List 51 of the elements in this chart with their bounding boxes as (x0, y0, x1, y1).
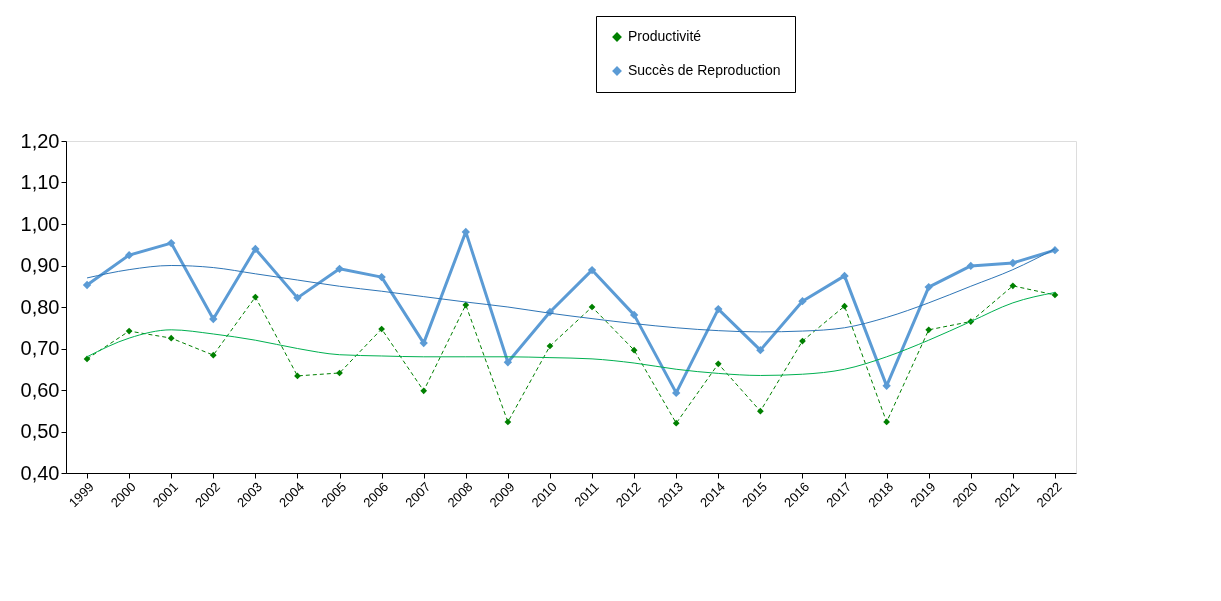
y-tick-label: 0,50 (20, 420, 60, 442)
point (1008, 258, 1018, 268)
point (714, 360, 722, 368)
point (209, 351, 217, 359)
point (252, 293, 259, 301)
point (82, 280, 92, 290)
point (588, 303, 596, 311)
point (966, 261, 975, 271)
y-tick-label: 0,70 (20, 337, 60, 359)
point (757, 407, 764, 415)
point (925, 326, 933, 334)
y-tick-label: 1,00 (20, 212, 60, 235)
point (420, 387, 428, 395)
point (883, 418, 890, 426)
y-tick-label: 0,80 (20, 295, 60, 318)
point (714, 304, 723, 314)
point (209, 314, 218, 324)
point (294, 372, 301, 380)
y-tick-label: 0,60 (20, 378, 60, 401)
legend-label: Succès de Reproduction (628, 62, 781, 78)
point (841, 302, 848, 310)
y-tick-label: 0,90 (20, 254, 60, 276)
point (1051, 291, 1059, 299)
point (419, 338, 428, 348)
point (840, 271, 849, 281)
point (672, 419, 680, 427)
point (167, 238, 176, 248)
point (587, 265, 597, 275)
point (629, 310, 639, 320)
point (167, 334, 175, 342)
point (672, 388, 681, 398)
point (924, 282, 933, 292)
point (251, 244, 260, 254)
y-tick-label: 1,20 (20, 129, 60, 152)
point (546, 342, 554, 350)
point (1009, 282, 1017, 290)
legend-label: Productivité (628, 28, 702, 44)
point (83, 355, 91, 363)
point (504, 418, 512, 426)
point (630, 346, 638, 354)
point (377, 272, 386, 282)
point (125, 327, 133, 335)
y-tick-label: 1,10 (20, 171, 60, 193)
point (798, 297, 807, 306)
point (462, 301, 470, 309)
point (124, 250, 134, 260)
point (756, 345, 765, 355)
point (293, 293, 302, 303)
point (335, 264, 344, 273)
y-tick-label: 0,40 (20, 461, 60, 484)
point (503, 358, 513, 367)
